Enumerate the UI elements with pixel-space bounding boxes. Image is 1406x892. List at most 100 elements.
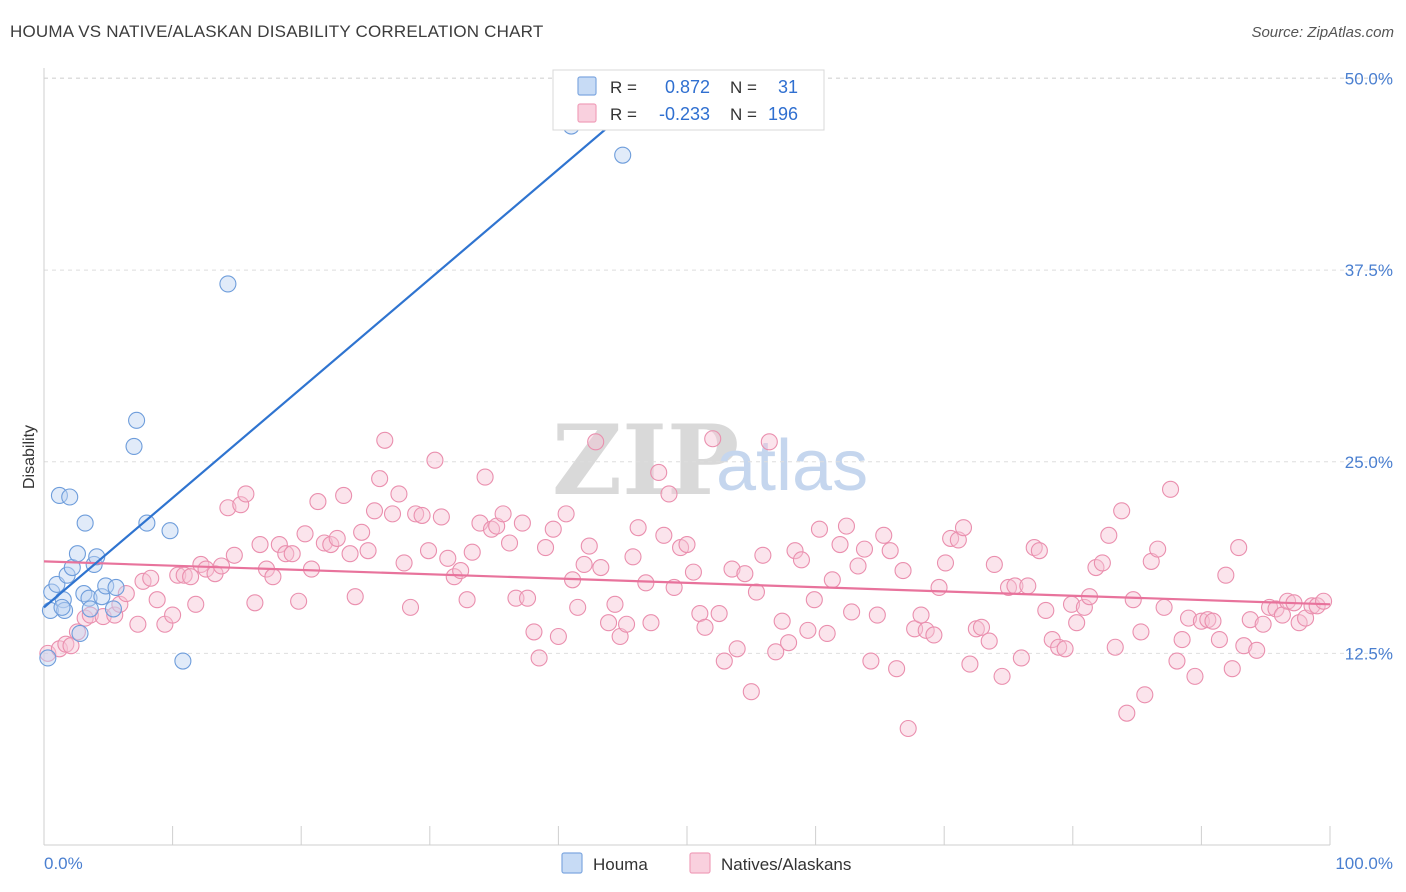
natives-point: [1230, 539, 1248, 557]
natives-point: [187, 595, 205, 613]
natives-point: [1030, 542, 1048, 560]
natives-point: [1113, 502, 1131, 520]
natives-point: [1118, 704, 1136, 722]
natives-point: [283, 545, 301, 563]
houma-point: [174, 652, 192, 670]
natives-point: [972, 618, 991, 636]
natives-point: [684, 563, 702, 581]
natives-point: [1056, 640, 1074, 658]
natives-point: [270, 535, 288, 554]
natives-point: [875, 526, 893, 544]
natives-point: [818, 624, 836, 642]
natives-point: [1132, 623, 1150, 641]
natives-point: [723, 560, 741, 578]
natives-point: [936, 554, 955, 572]
houma-point: [138, 514, 156, 532]
houma-point: [80, 589, 98, 607]
legend-r-value-natives: -0.233: [659, 104, 710, 124]
natives-point: [328, 529, 346, 547]
legend-swatch-houma: [577, 76, 597, 96]
natives-point: [888, 660, 906, 678]
natives-point: [407, 505, 425, 523]
y-tick-label: 50.0%: [1345, 70, 1393, 89]
natives-point: [843, 603, 861, 621]
natives-point: [530, 649, 548, 667]
natives-point: [629, 519, 647, 537]
natives-point: [426, 451, 444, 469]
natives-point: [353, 523, 371, 541]
natives-point: [1155, 598, 1173, 616]
legend-n-value-natives: 196: [768, 104, 798, 124]
natives-point: [805, 591, 823, 609]
natives-point: [1037, 601, 1055, 620]
legend-r-label-natives: R =: [610, 105, 637, 124]
natives-point: [68, 623, 86, 641]
natives-point: [993, 667, 1011, 685]
natives-point: [1223, 660, 1241, 678]
natives-point: [549, 627, 567, 646]
natives-point: [129, 615, 147, 633]
natives-point: [868, 606, 886, 624]
natives-point: [359, 542, 377, 560]
natives-point: [371, 470, 389, 488]
natives-point: [117, 585, 135, 603]
series-legend: Houma Natives/Alaskans: [561, 852, 851, 874]
natives-point: [277, 545, 295, 563]
natives-point: [1241, 611, 1259, 629]
natives-point: [439, 549, 457, 567]
natives-point: [1192, 612, 1210, 630]
natives-point: [482, 520, 501, 538]
natives-point: [823, 571, 841, 589]
natives-point: [1075, 598, 1093, 616]
natives-point: [1168, 652, 1186, 670]
bottom-legend-label-natives: Natives/Alaskans: [721, 855, 851, 874]
natives-point: [799, 621, 817, 639]
x-tick-label-max: 100.0%: [1335, 854, 1393, 873]
natives-point: [518, 589, 537, 607]
natives-point: [513, 514, 531, 532]
natives-point: [1068, 614, 1086, 632]
natives-point: [849, 557, 867, 575]
natives-point: [954, 519, 973, 537]
houma-point: [39, 649, 57, 667]
natives-point: [742, 683, 760, 701]
natives-point: [476, 468, 494, 486]
natives-point: [792, 551, 811, 569]
natives-point: [810, 520, 829, 538]
natives-point: [142, 569, 160, 587]
x-axis-ticks: [43, 826, 1331, 845]
natives-point: [557, 505, 575, 523]
houma-point: [128, 411, 146, 429]
natives-point: [747, 583, 765, 601]
natives-point: [678, 535, 696, 554]
natives-point: [413, 506, 431, 524]
natives-point: [544, 520, 562, 538]
natives-point: [315, 534, 333, 552]
natives-point: [894, 562, 912, 580]
natives-point: [575, 555, 593, 574]
chart-source: Source: ZipAtlas.com: [1251, 24, 1394, 41]
natives-point: [81, 606, 99, 624]
legend-n-label-natives: N =: [730, 105, 757, 124]
x-tick-label-min: 0.0%: [44, 854, 83, 873]
natives-point: [650, 463, 668, 482]
natives-point: [525, 623, 543, 641]
natives-point: [1012, 649, 1030, 667]
natives-point: [961, 655, 979, 673]
natives-point: [606, 595, 624, 613]
natives-point: [592, 558, 610, 577]
natives-point: [1254, 615, 1272, 633]
y-tick-labels: 12.5% 25.0% 37.5% 50.0%: [1345, 70, 1393, 664]
natives-point: [1106, 638, 1124, 656]
natives-point: [390, 485, 408, 503]
natives-point: [1186, 667, 1204, 685]
natives-point: [1210, 631, 1228, 649]
natives-point: [600, 614, 618, 632]
natives-point: [246, 594, 264, 612]
natives-point: [212, 557, 231, 575]
natives-point: [704, 430, 722, 448]
natives-point: [587, 433, 605, 451]
houma-point: [161, 522, 179, 540]
natives-point: [322, 535, 340, 554]
natives-point: [419, 542, 438, 560]
